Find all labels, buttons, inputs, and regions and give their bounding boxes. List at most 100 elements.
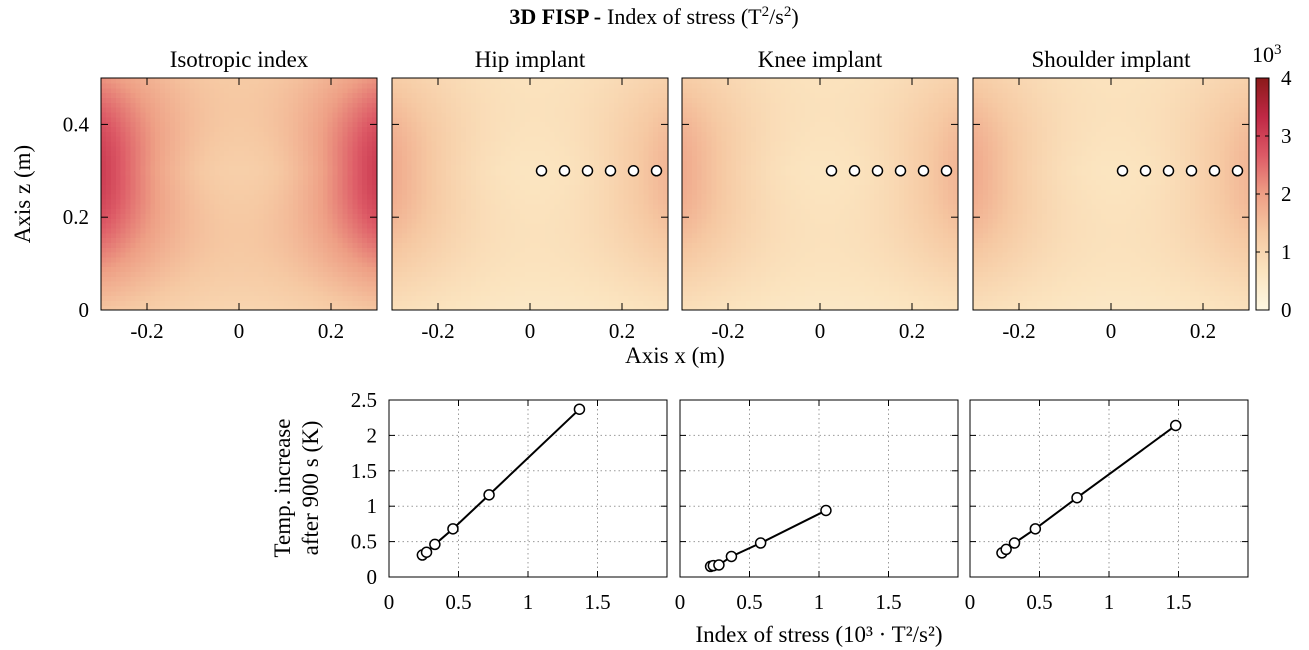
- heatmap-cell: [579, 237, 585, 243]
- heatmap-cell: [165, 92, 171, 98]
- heatmap-cell: [564, 116, 571, 123]
- heatmap-cell: [110, 208, 117, 214]
- heatmap-cell: [155, 271, 161, 277]
- heatmap-cell: [189, 305, 196, 311]
- heatmap-cell: [283, 242, 289, 248]
- heatmap-cell: [155, 179, 161, 185]
- heatmap-cell: [283, 232, 289, 239]
- heatmap-cell: [441, 281, 447, 287]
- heatmap-cell: [525, 271, 531, 277]
- heatmap-cell: [579, 300, 585, 306]
- heatmap-cell: [332, 208, 339, 214]
- heatmap-cell: [490, 261, 497, 268]
- heatmap-cell: [258, 184, 265, 190]
- heatmap-cell: [209, 194, 215, 200]
- heatmap-cell: [411, 242, 418, 248]
- heatmap-cell: [539, 102, 546, 108]
- heatmap-cell: [140, 87, 146, 94]
- heatmap-cell: [569, 276, 575, 282]
- heatmap-cell: [209, 111, 215, 118]
- heatmap-cell: [436, 290, 442, 297]
- heatmap-cell: [273, 111, 280, 118]
- heatmap-cell: [446, 155, 452, 161]
- heatmap-cell: [115, 261, 122, 268]
- heatmap-cell: [189, 208, 196, 214]
- heatmap-cell: [525, 252, 531, 258]
- heatmap-cell: [115, 203, 122, 210]
- heatmap-cell: [470, 111, 477, 118]
- heatmap-cell: [258, 140, 265, 147]
- heatmap-cell: [224, 281, 230, 287]
- heatmap-cell: [539, 150, 546, 156]
- heatmap-cell: [559, 305, 566, 311]
- heatmap-cell: [273, 281, 280, 287]
- heatmap-cell: [179, 92, 186, 98]
- heatmap-cell: [401, 295, 408, 301]
- heatmap-cell: [436, 252, 442, 258]
- heatmap-cell: [174, 189, 181, 195]
- heatmap-cell: [618, 300, 625, 306]
- heatmap-cell: [105, 107, 112, 113]
- heatmap-cell: [411, 102, 418, 108]
- heatmap-cell: [160, 281, 166, 287]
- heatmap-cell: [544, 208, 551, 214]
- heatmap-cell: [367, 208, 373, 214]
- heatmap-cell: [135, 227, 142, 234]
- heatmap-cell: [140, 131, 146, 137]
- heatmap-cell: [520, 78, 526, 84]
- heatmap-cell: [278, 189, 284, 195]
- heatmap-cell: [362, 121, 368, 127]
- heatmap-cell: [357, 247, 363, 253]
- heatmap-cell: [199, 165, 206, 171]
- heatmap-cell: [505, 189, 511, 195]
- heatmap-cell: [461, 256, 467, 263]
- heatmap-cell: [392, 242, 398, 248]
- heatmap-cell: [214, 290, 220, 297]
- heatmap-cell: [288, 165, 294, 171]
- heatmap-cell: [416, 150, 423, 156]
- heatmap-cell: [456, 121, 462, 127]
- heatmap-cell: [342, 131, 349, 137]
- heatmap-cell: [332, 305, 339, 311]
- heatmap-cell: [332, 92, 339, 98]
- heatmap-cell: [618, 295, 625, 301]
- heatmap-cell: [539, 242, 546, 248]
- heatmap-cell: [485, 285, 492, 292]
- heatmap-cell: [248, 145, 255, 152]
- heatmap-cell: [322, 174, 329, 181]
- heatmap-cell: [263, 208, 270, 214]
- heatmap-cell: [461, 194, 467, 200]
- heatmap-cell: [446, 232, 452, 239]
- heatmap-cell: [278, 194, 284, 200]
- heatmap-cell: [357, 102, 363, 108]
- heatmap-cell: [204, 78, 211, 84]
- heatmap-cell: [327, 145, 334, 152]
- heatmap-cell: [229, 266, 235, 272]
- heatmap-cell: [544, 281, 551, 287]
- heatmap-cell: [510, 82, 516, 89]
- heatmap-cell: [554, 198, 561, 205]
- heatmap-cell: [470, 213, 477, 219]
- heatmap-cell: [209, 242, 215, 248]
- heatmap-cell: [579, 136, 585, 142]
- heatmap-cell: [623, 305, 630, 311]
- heatmap-cell: [283, 266, 289, 272]
- heatmap-cell: [224, 82, 230, 89]
- heatmap-cell: [135, 121, 142, 127]
- heatmap-cell: [327, 189, 334, 195]
- heatmap-cell: [342, 97, 349, 103]
- heatmap-cell: [352, 266, 358, 272]
- heatmap-cell: [520, 281, 526, 287]
- heatmap-cell: [367, 107, 373, 113]
- heatmap-cell: [515, 111, 521, 118]
- heatmap-cell: [357, 179, 363, 185]
- heatmap-cell: [199, 155, 206, 161]
- heatmap-cell: [406, 295, 413, 301]
- heatmap-cell: [392, 107, 398, 113]
- heatmap-cell: [293, 140, 299, 147]
- heatmap-cell: [599, 150, 605, 156]
- heatmap-cell: [337, 131, 344, 137]
- heatmap-cell: [125, 242, 132, 248]
- heatmap-cell: [352, 165, 358, 171]
- heatmap-cell: [165, 82, 171, 89]
